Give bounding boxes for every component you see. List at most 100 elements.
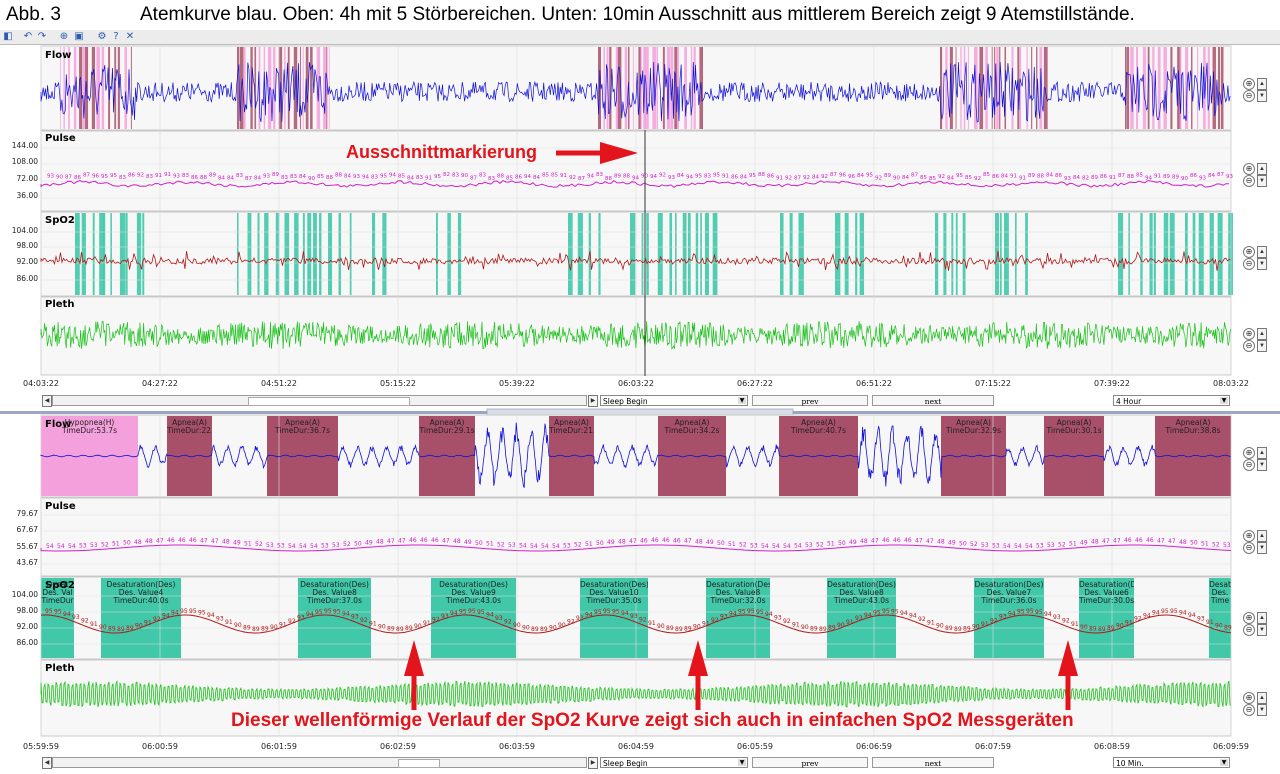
scale-up-icon[interactable]: ▲ bbox=[1257, 530, 1267, 542]
scale-down-icon[interactable]: ▼ bbox=[1257, 704, 1267, 716]
desaturation-event[interactable] bbox=[974, 578, 1044, 658]
spo2-event-bar bbox=[669, 213, 673, 295]
zoom-out-icon[interactable]: ⊖ bbox=[1243, 459, 1255, 471]
scale-up-icon[interactable]: ▲ bbox=[1257, 328, 1267, 340]
pulse-value-label: 46 bbox=[178, 537, 186, 544]
scale-down-icon[interactable]: ▼ bbox=[1257, 459, 1267, 471]
top-scrollbar[interactable] bbox=[52, 395, 587, 406]
zoom-out-icon[interactable]: ⊖ bbox=[1243, 90, 1255, 102]
spo2-value-label: 94 bbox=[864, 612, 872, 619]
zoom-in-icon[interactable]: ⊕ bbox=[1243, 246, 1255, 258]
splitter-handle[interactable] bbox=[486, 408, 794, 416]
bottom-scroll-right-button[interactable]: ▶ bbox=[588, 757, 598, 769]
pulse-value-label: 89 bbox=[1028, 173, 1035, 179]
top-pulse-wave bbox=[40, 179, 1229, 188]
zoom-out-icon[interactable]: ⊖ bbox=[1243, 340, 1255, 352]
pulse-value-label: 92 bbox=[659, 172, 666, 178]
bottom-scrollbar[interactable] bbox=[52, 757, 587, 768]
pulse-value-label: 93 bbox=[47, 173, 54, 179]
top-next-button[interactable]: next bbox=[872, 395, 994, 406]
flow-event-bar bbox=[243, 47, 246, 129]
help-icon[interactable]: ? bbox=[113, 31, 119, 42]
zoom-out-icon[interactable]: ⊖ bbox=[1243, 704, 1255, 716]
zoom-out-icon[interactable]: ⊖ bbox=[1243, 175, 1255, 187]
spo2-value-label: 95 bbox=[738, 609, 746, 616]
pulse-value-label: 84 bbox=[533, 175, 540, 181]
spo2-event-line: Desat bbox=[1209, 581, 1231, 589]
zoom-in-icon[interactable]: ⊕ bbox=[1243, 692, 1255, 704]
spo2-value-label: 93 bbox=[774, 614, 782, 621]
spo2-value-label: 90 bbox=[378, 623, 386, 630]
zoom-in-icon[interactable]: ⊕ bbox=[1243, 612, 1255, 624]
scale-up-icon[interactable]: ▲ bbox=[1257, 246, 1267, 258]
bottom-event-select[interactable]: Sleep Begin ▼ bbox=[600, 757, 748, 768]
scale-down-icon[interactable]: ▼ bbox=[1257, 258, 1267, 270]
zoom-out-icon[interactable]: ⊖ bbox=[1243, 542, 1255, 554]
spo2-event-text: Desaturation(Des) Des. Value8 TimeDur:43.0… bbox=[827, 581, 896, 605]
scale-down-icon[interactable]: ▼ bbox=[1257, 90, 1267, 102]
apnea-event[interactable] bbox=[941, 416, 1006, 496]
spo2-value-label: 89 bbox=[261, 626, 269, 633]
spo2-value-label: 93 bbox=[495, 615, 503, 622]
flow-event-type: Hypopnea(H) bbox=[64, 419, 115, 427]
desaturation-event[interactable] bbox=[1079, 578, 1134, 658]
scale-down-icon[interactable]: ▼ bbox=[1257, 175, 1267, 187]
undo-icon[interactable]: ↶ bbox=[23, 31, 33, 42]
scale-up-icon[interactable]: ▲ bbox=[1257, 163, 1267, 175]
scale-up-icon[interactable]: ▲ bbox=[1257, 447, 1267, 459]
scale-up-icon[interactable]: ▲ bbox=[1257, 78, 1267, 90]
spo2-value-label: 94 bbox=[1152, 610, 1160, 617]
pulse-value-label: 89 bbox=[1163, 174, 1170, 180]
bottom-next-button[interactable]: next bbox=[872, 757, 994, 768]
save-icon[interactable]: ▣ bbox=[74, 31, 84, 42]
desaturation-event[interactable] bbox=[1209, 578, 1231, 658]
desaturation-event[interactable] bbox=[706, 578, 770, 658]
spo2-value-label: 95 bbox=[873, 609, 881, 616]
top-scroll-left-button[interactable]: ◀ bbox=[42, 395, 52, 407]
close-icon[interactable]: ✕ bbox=[125, 31, 135, 42]
zoom-in-icon[interactable]: ⊕ bbox=[1243, 447, 1255, 459]
top-prev-button[interactable]: prev bbox=[752, 395, 868, 406]
spo2-value-label: 93 bbox=[999, 614, 1007, 621]
bottom-scroll-left-button[interactable]: ◀ bbox=[42, 757, 52, 769]
top-scroll-right-button[interactable]: ▶ bbox=[588, 395, 598, 407]
flow-event-bar bbox=[617, 47, 622, 129]
pulse-value-label: 48 bbox=[937, 539, 945, 546]
bottom-prev-button[interactable]: prev bbox=[752, 757, 868, 768]
pulse-value-label: 53 bbox=[1047, 542, 1055, 549]
zoom-in-icon[interactable]: ⊕ bbox=[1243, 328, 1255, 340]
top-range-select[interactable]: 4 Hour ▼ bbox=[1113, 395, 1230, 406]
flow-event-bar bbox=[640, 47, 642, 129]
spo2-event-bar bbox=[372, 213, 376, 295]
bottom-range-select[interactable]: 10 Min. ▼ bbox=[1113, 757, 1230, 768]
scale-up-icon[interactable]: ▲ bbox=[1257, 692, 1267, 704]
panel-toggle-icon[interactable]: ◧ bbox=[3, 31, 13, 42]
flow-event-bar bbox=[1026, 47, 1028, 129]
zoom-in-icon[interactable]: ⊕ bbox=[1243, 163, 1255, 175]
zoom-in-icon[interactable]: ⊕ bbox=[1243, 78, 1255, 90]
settings-icon[interactable]: ⚙ bbox=[97, 31, 107, 42]
zoom-icon[interactable]: ⊕ bbox=[59, 31, 69, 42]
spo2-value-label: 95 bbox=[459, 608, 467, 615]
desaturation-event[interactable] bbox=[298, 578, 371, 658]
pulse-value-label: 54 bbox=[288, 543, 296, 550]
scale-up-icon[interactable]: ▲ bbox=[1257, 612, 1267, 624]
top-event-select[interactable]: Sleep Begin ▼ bbox=[600, 395, 748, 406]
scale-down-icon[interactable]: ▼ bbox=[1257, 624, 1267, 636]
redo-icon[interactable]: ↷ bbox=[37, 31, 47, 42]
zoom-out-icon[interactable]: ⊖ bbox=[1243, 258, 1255, 270]
zoom-out-icon[interactable]: ⊖ bbox=[1243, 624, 1255, 636]
desaturation-event[interactable] bbox=[580, 578, 648, 658]
pulse-value-label: 92 bbox=[803, 175, 810, 181]
desaturation-event[interactable] bbox=[41, 578, 74, 658]
spo2-value-label: 90 bbox=[1116, 623, 1124, 630]
spo2-value-label: 92 bbox=[360, 617, 368, 624]
scale-down-icon[interactable]: ▼ bbox=[1257, 542, 1267, 554]
desaturation-event[interactable] bbox=[827, 578, 896, 658]
spo2-event-bar bbox=[1004, 213, 1009, 295]
spo2-value-label: 94 bbox=[1143, 612, 1151, 619]
scale-down-icon[interactable]: ▼ bbox=[1257, 340, 1267, 352]
zoom-in-icon[interactable]: ⊕ bbox=[1243, 530, 1255, 542]
spo2-value-label: 89 bbox=[684, 625, 692, 632]
